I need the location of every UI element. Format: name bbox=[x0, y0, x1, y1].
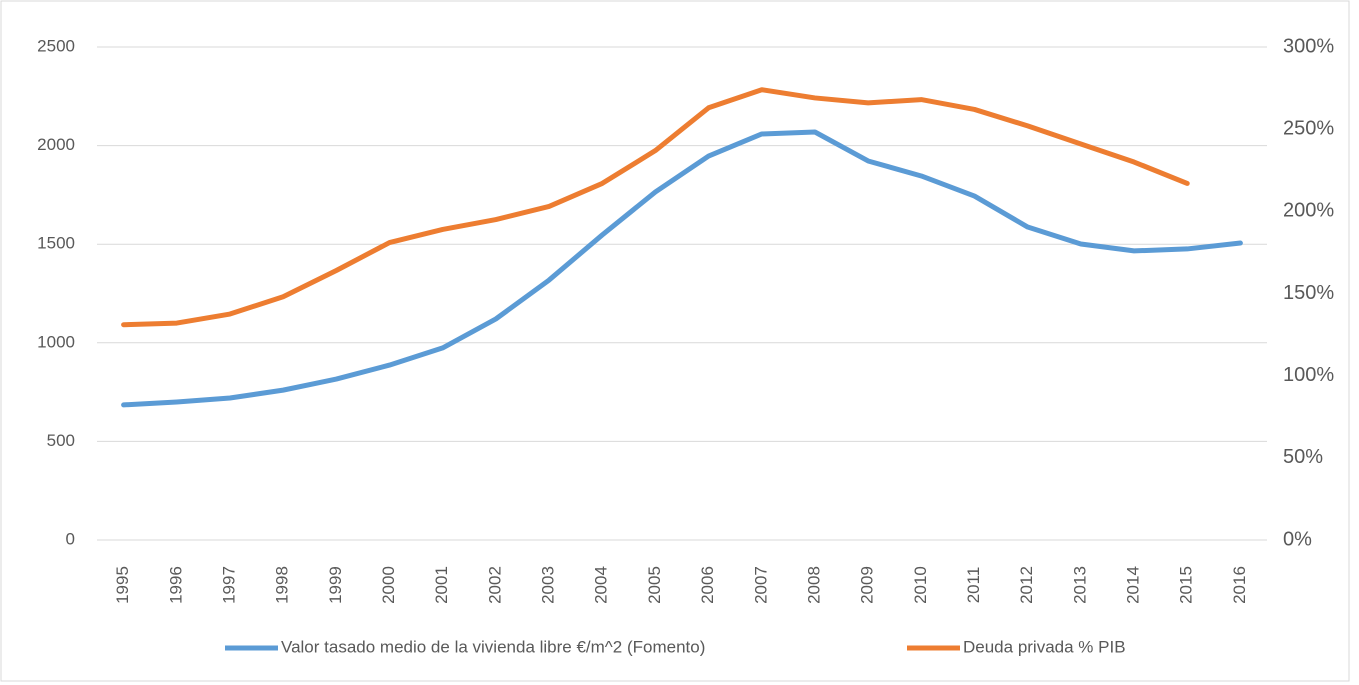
x-tick-label: 2008 bbox=[804, 566, 823, 604]
y-tick-label: 1000 bbox=[37, 332, 75, 351]
x-tick-label: 1998 bbox=[273, 566, 292, 604]
x-tick-label: 2003 bbox=[539, 566, 558, 604]
y2-tick-label: 100% bbox=[1283, 364, 1334, 386]
x-tick-label: 2010 bbox=[911, 566, 930, 604]
x-tick-label: 2004 bbox=[592, 566, 611, 604]
x-tick-label: 2000 bbox=[379, 566, 398, 604]
series-line bbox=[121, 129, 1243, 408]
x-tick-label: 2015 bbox=[1177, 566, 1196, 604]
y-tick-label: 0 bbox=[66, 529, 75, 548]
y-tick-label: 2500 bbox=[37, 36, 75, 55]
x-tick-label: 2011 bbox=[964, 567, 983, 604]
y2-tick-label: 50% bbox=[1283, 446, 1323, 468]
x-tick-label: 2001 bbox=[432, 566, 451, 604]
x-tick-label: 1999 bbox=[326, 566, 345, 604]
series-line bbox=[121, 87, 1190, 328]
x-tick-label: 1997 bbox=[219, 566, 238, 604]
y2-tick-label: 200% bbox=[1283, 200, 1334, 222]
x-tick-label: 2016 bbox=[1230, 566, 1249, 604]
x-tick-label: 1995 bbox=[113, 566, 132, 604]
y2-tick-label: 250% bbox=[1283, 117, 1334, 139]
x-tick-label: 2013 bbox=[1070, 566, 1089, 604]
x-tick-label: 1996 bbox=[166, 566, 185, 604]
y2-tick-label: 300% bbox=[1283, 35, 1334, 57]
legend-label: Deuda privada % PIB bbox=[963, 637, 1126, 656]
y-tick-label: 2000 bbox=[37, 135, 75, 154]
x-tick-label: 2002 bbox=[485, 566, 504, 604]
x-tick-label: 2007 bbox=[751, 566, 770, 604]
y2-tick-label: 150% bbox=[1283, 282, 1334, 304]
x-tick-label: 2006 bbox=[698, 566, 717, 604]
y-tick-label: 1500 bbox=[37, 234, 75, 253]
y-tick-label: 500 bbox=[47, 431, 75, 450]
x-tick-label: 2009 bbox=[858, 566, 877, 604]
legend-label: Valor tasado medio de la vivienda libre … bbox=[281, 637, 705, 656]
x-tick-label: 2014 bbox=[1124, 566, 1143, 604]
y2-tick-label: 0% bbox=[1283, 528, 1312, 550]
x-tick-label: 2005 bbox=[645, 566, 664, 604]
x-tick-label: 2012 bbox=[1017, 566, 1036, 604]
